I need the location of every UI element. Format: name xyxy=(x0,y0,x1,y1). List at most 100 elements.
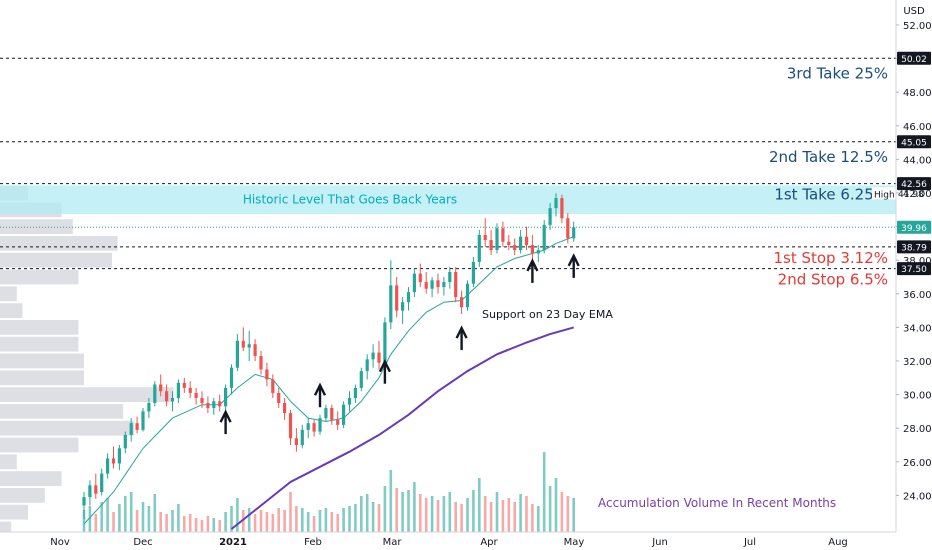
candle-body xyxy=(259,355,263,370)
high-price-text: 41.98 xyxy=(898,190,924,200)
candle-body xyxy=(501,228,505,242)
volume-bar xyxy=(430,496,434,532)
candle-body xyxy=(200,397,204,403)
candle-body xyxy=(271,379,275,393)
level-price-tag-text: 50.02 xyxy=(901,55,927,65)
volume-bar xyxy=(537,506,540,532)
level-price-tag xyxy=(897,135,931,149)
volume-bar xyxy=(365,494,369,532)
candle-body xyxy=(365,359,369,372)
volume-bar xyxy=(489,502,493,532)
candle-body xyxy=(212,401,216,409)
x-tick-label: Jun xyxy=(651,537,668,548)
candle-body xyxy=(241,340,245,348)
candle-body xyxy=(377,352,381,363)
volume-bar xyxy=(306,512,310,532)
candle-body xyxy=(430,280,434,289)
candle-body xyxy=(277,392,281,403)
candle-body xyxy=(318,418,322,432)
volume-bar xyxy=(100,502,103,532)
volume-profile-bar xyxy=(0,286,17,302)
x-tick-label: Dec xyxy=(133,537,152,548)
candle-body xyxy=(454,271,458,298)
candle-body xyxy=(235,340,239,368)
volume-bar xyxy=(265,512,269,532)
volume-bar xyxy=(519,494,522,532)
volume-bar xyxy=(466,498,469,532)
volume-bar xyxy=(271,514,275,532)
volume-bar xyxy=(82,510,86,532)
volume-bar xyxy=(165,514,168,532)
support-arrow-head xyxy=(567,253,580,267)
candle-body xyxy=(460,297,464,308)
historic-level-label: Historic Level That Goes Back Years xyxy=(243,193,457,207)
candle-body xyxy=(465,283,470,308)
y-tick-label: 46.00 xyxy=(903,122,932,133)
volume-bar xyxy=(424,498,428,532)
volume-bar xyxy=(147,506,151,532)
volume-bar xyxy=(106,498,109,532)
volume-bar xyxy=(507,498,511,532)
y-tick-label: 52.00 xyxy=(903,21,932,32)
volume-bar xyxy=(336,514,339,532)
volume-bar xyxy=(554,478,558,532)
volume-bar xyxy=(242,510,245,532)
support-annotation: Support on 23 Day EMA xyxy=(482,308,613,321)
support-arrow-head xyxy=(219,409,232,423)
volume-profile-bar xyxy=(0,353,84,369)
volume-profile-bar xyxy=(0,269,79,285)
candle-body xyxy=(572,227,576,239)
volume-bar xyxy=(289,492,292,532)
high-label: High xyxy=(874,190,895,200)
level-price-tag-text: 38.79 xyxy=(901,243,927,253)
candle-body xyxy=(342,404,346,425)
volume-bar xyxy=(301,508,304,532)
candle-body xyxy=(100,473,104,493)
x-tick-label: Jul xyxy=(743,537,756,548)
x-tick-label: Aug xyxy=(828,537,848,548)
volume-bar xyxy=(318,510,322,532)
candle-body xyxy=(312,423,316,432)
volume-bar xyxy=(377,504,381,532)
volume-bar xyxy=(542,452,546,532)
candle-body xyxy=(218,401,222,407)
y-tick-label: 38.00 xyxy=(903,256,932,267)
candle-body xyxy=(117,448,121,464)
volume-profile-bar xyxy=(0,504,28,520)
volume-bar xyxy=(460,504,463,532)
candle-body xyxy=(389,285,393,323)
candle-body xyxy=(395,285,399,311)
time-axis-bg xyxy=(0,532,932,550)
y-tick-label: 32.00 xyxy=(903,357,932,368)
level-price-tag xyxy=(897,240,931,254)
candle-body xyxy=(347,397,352,405)
volume-profile-bar xyxy=(0,437,79,453)
candle-body xyxy=(111,458,116,464)
candle-body xyxy=(247,344,251,348)
volume-bar xyxy=(253,514,257,532)
x-tick-label: 2021 xyxy=(219,537,247,548)
volume-bar xyxy=(277,508,280,532)
volume-bar xyxy=(135,510,139,532)
volume-profile-bar xyxy=(0,336,79,352)
candle-body xyxy=(224,387,228,407)
candle-body xyxy=(554,198,558,209)
candle-body xyxy=(442,282,446,288)
volume-bar xyxy=(525,496,528,532)
candle-body xyxy=(530,245,534,254)
volume-bar xyxy=(283,510,286,532)
candle-body xyxy=(182,382,186,388)
level-annotation: 2nd Take 12.5% xyxy=(769,148,888,166)
volume-bar xyxy=(129,492,133,532)
candle-body xyxy=(82,497,86,506)
volume-bar xyxy=(295,506,298,532)
candle-body xyxy=(406,292,411,303)
volume-bar xyxy=(247,508,251,532)
y-tick-label: 42.00 xyxy=(903,189,932,200)
candle-body xyxy=(519,236,523,251)
volume-bar xyxy=(324,508,328,532)
x-tick-label: Apr xyxy=(480,537,498,548)
volume-bar xyxy=(200,520,204,532)
